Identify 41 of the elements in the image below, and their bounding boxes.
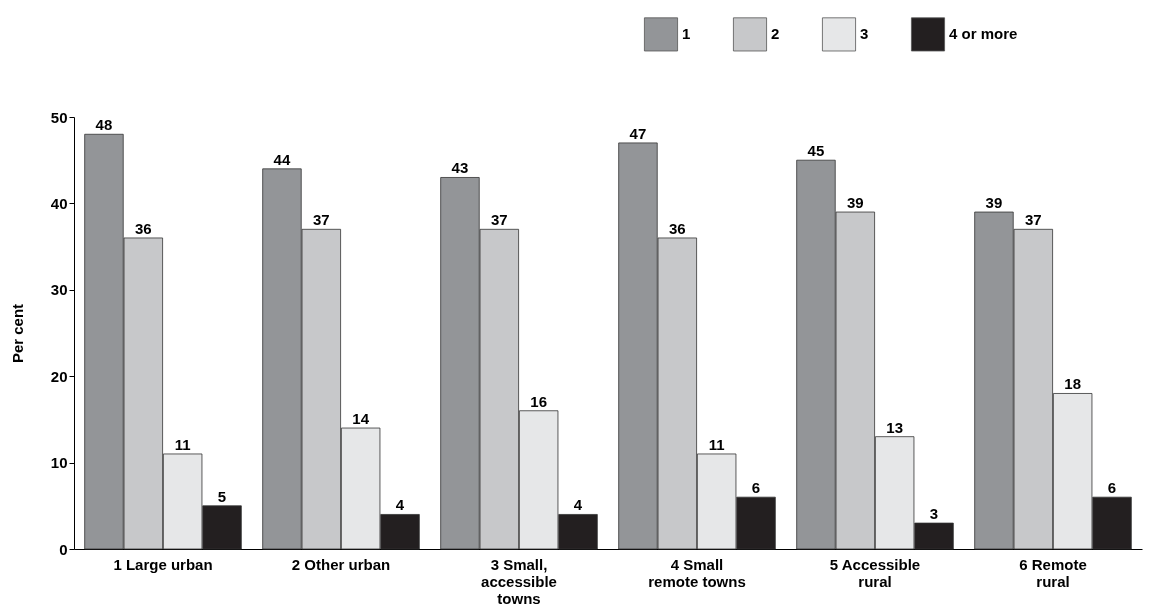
- data-label: 18: [1064, 375, 1082, 393]
- y-tick-label: 20: [50, 367, 68, 385]
- data-label: 44: [273, 150, 291, 168]
- x-tick-label: 3 Small, accessible towns: [481, 555, 557, 607]
- y-tick-label: 50: [50, 108, 68, 126]
- data-label: 39: [985, 194, 1003, 212]
- legend-label: 4 or more: [949, 25, 1018, 43]
- data-label: 3: [929, 505, 939, 523]
- data-label: 6: [1107, 479, 1117, 497]
- data-label: 16: [530, 392, 548, 410]
- y-axis-title: Per cent: [8, 303, 26, 364]
- data-label: 37: [1024, 211, 1042, 229]
- y-tick-label: 30: [50, 281, 68, 299]
- x-tick-label: 6 Remote rural: [1019, 555, 1087, 590]
- data-label: 13: [886, 418, 904, 436]
- legend-label: 1: [682, 25, 691, 43]
- data-label: 36: [134, 219, 152, 237]
- data-label: 39: [846, 194, 864, 212]
- data-label: 47: [629, 124, 647, 142]
- legend-label: 2: [771, 25, 780, 43]
- x-tick-label: 4 Small remote towns: [648, 555, 746, 590]
- data-label: 11: [708, 435, 725, 453]
- x-tick-label: 1 Large urban: [113, 555, 213, 573]
- x-tick-label: 5 Accessible rural: [829, 555, 921, 590]
- data-label: 11: [174, 435, 191, 453]
- data-label: 14: [352, 410, 370, 428]
- data-label: 5: [217, 487, 227, 505]
- y-tick-label: 0: [59, 540, 68, 558]
- data-label: 4: [395, 496, 405, 514]
- data-label: 4: [573, 496, 583, 514]
- data-label: 45: [807, 142, 825, 160]
- x-tick-label: 2 Other urban: [291, 555, 391, 573]
- data-label: 48: [95, 116, 113, 134]
- data-label: 37: [312, 211, 330, 229]
- data-label: 36: [668, 219, 686, 237]
- data-label: 6: [751, 479, 761, 497]
- data-label: 43: [451, 159, 469, 177]
- y-tick-label: 10: [50, 454, 68, 472]
- y-tick-label: 40: [50, 194, 68, 212]
- data-label: 37: [490, 211, 508, 229]
- legend-label: 3: [860, 25, 869, 43]
